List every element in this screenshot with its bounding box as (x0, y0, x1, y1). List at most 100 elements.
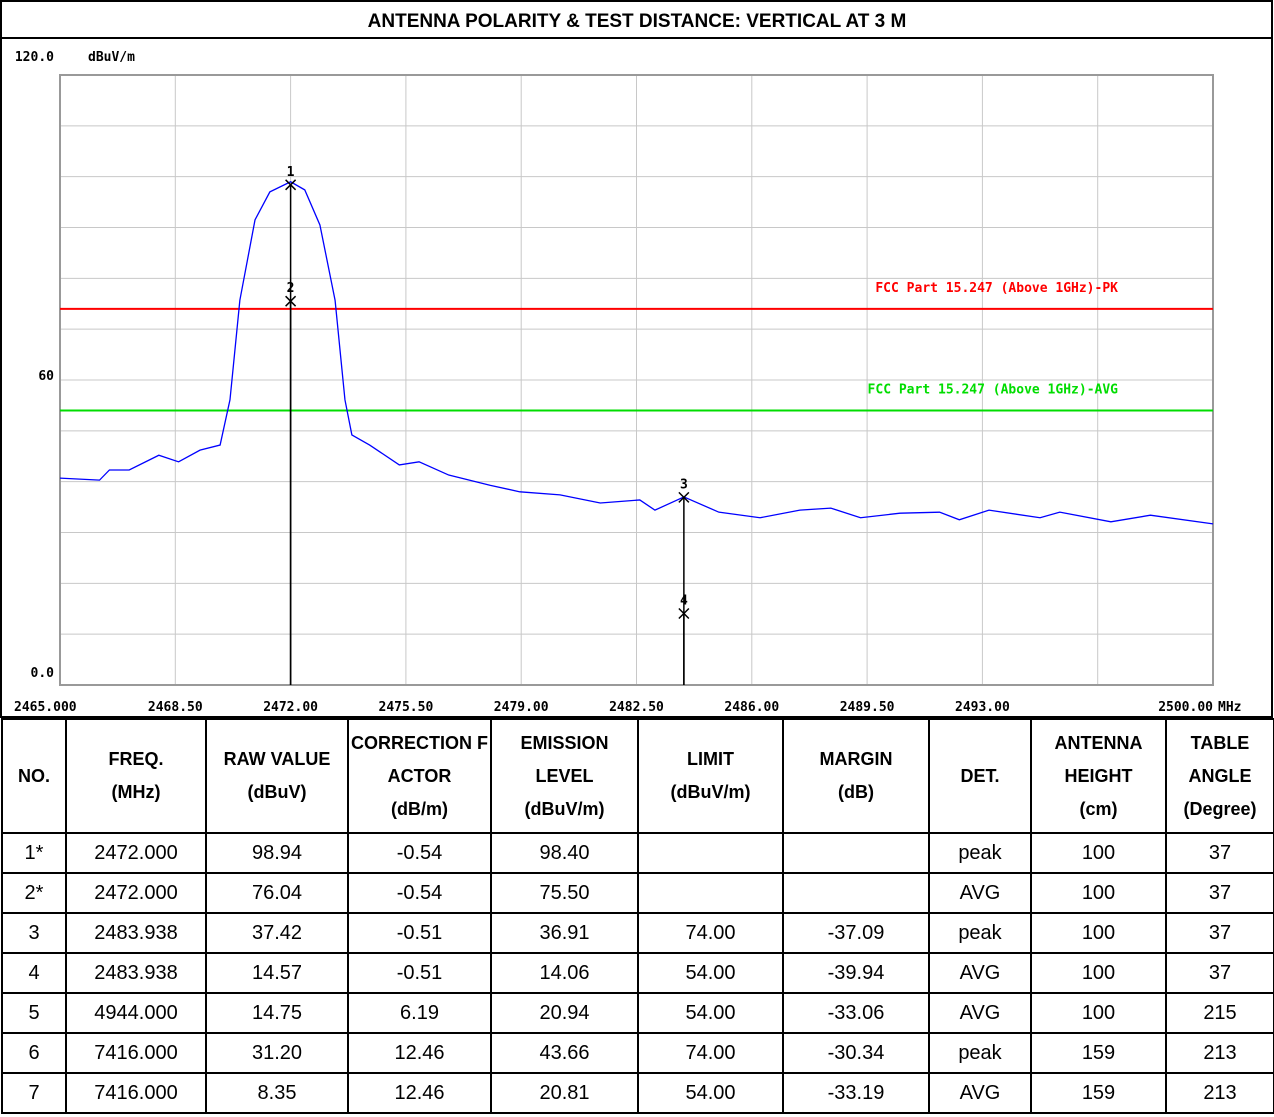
column-header: NO. (1, 718, 67, 834)
table-cell: peak (928, 1032, 1032, 1074)
table-row: 1* 2472.000 98.94 -0.54 98.40 peak 100 37 (1, 832, 1274, 874)
table-cell: 74.00 (637, 1032, 784, 1074)
header-line: (MHz) (111, 782, 161, 802)
table-cell: AVG (928, 1072, 1032, 1114)
x-tick-label: 2472.00 (263, 700, 318, 715)
table-cell: -0.54 (347, 832, 492, 874)
table-cell: 37 (1165, 832, 1274, 874)
table-row: 7 7416.000 8.35 12.46 20.81 54.00 -33.19 AVG 159… (1, 1072, 1274, 1114)
table-cell: 36.91 (490, 912, 639, 954)
table-cell: 100 (1030, 952, 1167, 994)
limit-label: FCC Part 15.247 (Above 1GHz)-AVG (868, 383, 1119, 398)
table-cell: 1* (1, 832, 67, 874)
table-cell: 14.57 (205, 952, 349, 994)
table-cell: 3 (1, 912, 67, 954)
chart: ANTENNA POLARITY & TEST DISTANCE: VERTIC… (0, 0, 1273, 718)
x-tick-label: 2486.00 (724, 700, 779, 715)
header-line: (Degree) (1183, 798, 1257, 819)
table-cell: 100 (1030, 872, 1167, 914)
table-cell: 14.06 (490, 952, 639, 994)
table-cell: 6.19 (347, 992, 492, 1034)
table-cell: 43.66 (490, 1032, 639, 1074)
y-tick-label: 60 (38, 369, 54, 384)
table-row: 2* 2472.000 76.04 -0.54 75.50 AVG 100 37 (1, 872, 1274, 914)
header-line: TABLE (1190, 732, 1250, 753)
column-header: RAW VALUE (dBuV) (205, 718, 349, 834)
header-line: (dBuV/m) (670, 782, 751, 802)
header-line: EMISSION (520, 732, 609, 753)
table-cell: 8.35 (205, 1072, 349, 1114)
table-cell: 54.00 (637, 1072, 784, 1114)
column-header: CORRECTION FACTOR (dB/m) (347, 718, 492, 834)
table-cell: 2483.938 (65, 952, 207, 994)
table-cell: 7 (1, 1072, 67, 1114)
table-cell: 100 (1030, 992, 1167, 1034)
table-cell: 4944.000 (65, 992, 207, 1034)
table-cell: -37.09 (782, 912, 930, 954)
table-cell: 98.40 (490, 832, 639, 874)
x-tick-label: 2465.000 (14, 700, 77, 715)
table-cell: -33.19 (782, 1072, 930, 1114)
column-header: FREQ. (MHz) (65, 718, 207, 834)
limit-label: FCC Part 15.247 (Above 1GHz)-PK (875, 281, 1118, 296)
table-cell: 98.94 (205, 832, 349, 874)
header-line: LEVEL (535, 765, 594, 786)
header-line: ANGLE (1188, 765, 1252, 786)
table-cell: 20.81 (490, 1072, 639, 1114)
table-cell: 37.42 (205, 912, 349, 954)
result-table: NO. FREQ. (MHz) RAW VALUE (dBuV) CORRECTION F… (1, 718, 1274, 1114)
table-cell: 159 (1030, 1072, 1167, 1114)
header-line: HEIGHT (1064, 765, 1133, 786)
header-line: NO. (17, 765, 50, 786)
table-cell: 75.50 (490, 872, 639, 914)
marker (285, 295, 297, 307)
header-line: (dBuV) (247, 782, 307, 802)
table-cell: 2483.938 (65, 912, 207, 954)
table-cell: 12.46 (347, 1072, 492, 1114)
table-cell: 54.00 (637, 992, 784, 1034)
table-cell: -0.51 (347, 952, 492, 994)
header-line: MARGIN (819, 749, 893, 769)
x-unit: MHz (1218, 700, 1241, 715)
table-row: 4 2483.938 14.57 -0.51 14.06 54.00 -39.94 AVG 10… (1, 952, 1274, 994)
trace (59, 181, 1214, 525)
y-unit: dBuV/m (88, 50, 135, 65)
x-tick-label: 2479.00 (494, 700, 549, 715)
x-tick-label: 2482.50 (609, 700, 664, 715)
marker-label: 3 (680, 477, 688, 492)
x-tick-label: 2500.00 (1158, 700, 1213, 715)
table-cell: 6 (1, 1032, 67, 1074)
header-line: DET. (960, 765, 1000, 786)
marker-label: 4 (680, 594, 688, 609)
table-cell: 5 (1, 992, 67, 1034)
table-cell: 37 (1165, 912, 1274, 954)
table-cell: 74.00 (637, 912, 784, 954)
y-tick-label: 0.0 (31, 666, 55, 681)
header-line: (dB) (838, 782, 874, 802)
table-cell: 159 (1030, 1032, 1167, 1074)
header-line: (cm) (1079, 798, 1118, 819)
x-tick-label: 2493.00 (955, 700, 1010, 715)
table-cell: 213 (1165, 1072, 1274, 1114)
table-cell: 213 (1165, 1032, 1274, 1074)
table-cell: peak (928, 912, 1032, 954)
table-cell: AVG (928, 952, 1032, 994)
table-cell (637, 872, 784, 914)
table-cell: 2472.000 (65, 832, 207, 874)
x-tick-label: 2468.50 (148, 700, 203, 715)
header-line: CORRECTION FACTOR (351, 732, 488, 786)
y-tick-label: 120.0 (15, 50, 54, 65)
header-line: LIMIT (687, 749, 734, 769)
table-cell: -0.51 (347, 912, 492, 954)
table-cell: 100 (1030, 832, 1167, 874)
table-cell: 76.04 (205, 872, 349, 914)
marker-label: 1 (287, 165, 295, 180)
x-tick-label: 2489.50 (840, 700, 895, 715)
table-cell: 31.20 (205, 1032, 349, 1074)
table-cell: peak (928, 832, 1032, 874)
table-row: 6 7416.000 31.20 12.46 43.66 74.00 -30.34 peak 1… (1, 1032, 1274, 1074)
table-cell: 54.00 (637, 952, 784, 994)
column-header: MARGIN (dB) (782, 718, 930, 834)
table-cell: 4 (1, 952, 67, 994)
